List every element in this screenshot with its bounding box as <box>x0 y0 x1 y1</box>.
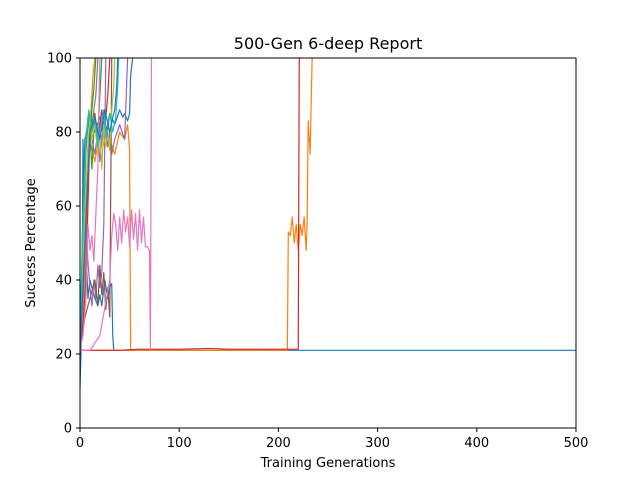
series-line-12 <box>80 58 153 351</box>
y-axis-label: Success Percentage <box>24 178 39 308</box>
y-tick-label: 80 <box>55 126 72 141</box>
x-tick-label: 0 <box>76 436 84 451</box>
y-tick-label: 20 <box>55 348 72 363</box>
x-tick-label: 500 <box>564 436 589 451</box>
x-tick-label: 400 <box>464 436 489 451</box>
plot-frame <box>79 57 577 429</box>
series-layer <box>80 58 576 388</box>
x-tick-label: 300 <box>365 436 390 451</box>
series-line-17 <box>80 58 119 351</box>
x-tick-label: 200 <box>266 436 291 451</box>
y-axis: 0 20 40 60 80 100 <box>47 52 80 437</box>
x-axis-label: Training Generations <box>260 456 396 471</box>
series-line-7 <box>80 58 300 351</box>
y-tick-label: 0 <box>64 422 72 437</box>
x-axis: 0 100 200 300 400 500 <box>76 428 589 451</box>
chart-title: 500-Gen 6-deep Report <box>234 34 422 53</box>
y-tick-label: 40 <box>55 274 72 289</box>
y-tick-label: 60 <box>55 200 72 215</box>
series-line-13 <box>80 58 101 351</box>
x-tick-label: 100 <box>167 436 192 451</box>
series-line-16 <box>80 58 120 351</box>
y-tick-label: 100 <box>47 52 72 67</box>
